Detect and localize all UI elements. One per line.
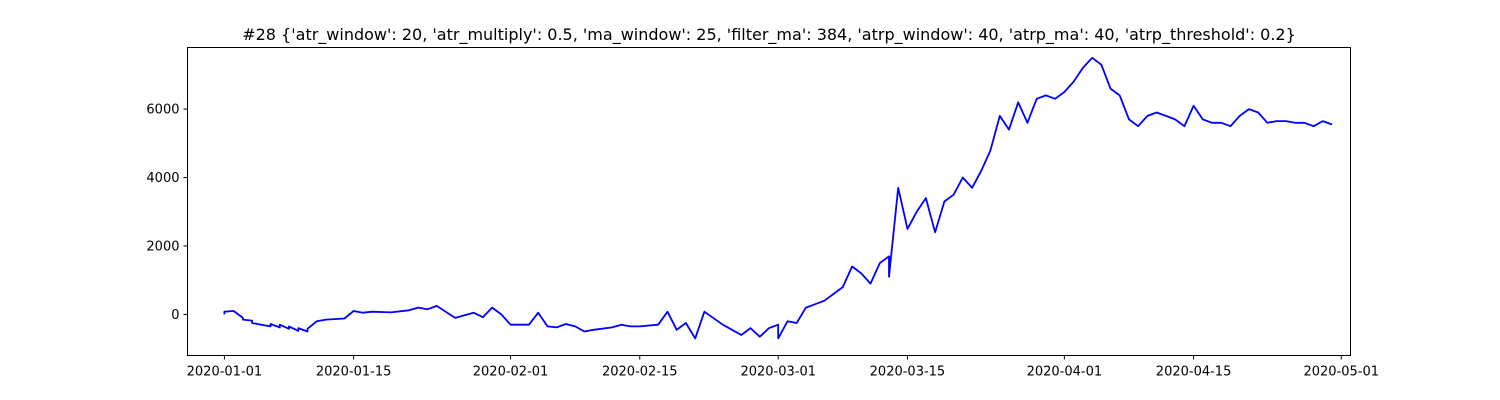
chart-title: #28 {'atr_window': 20, 'atr_multiply': 0… — [242, 25, 1296, 45]
x-tick-label: 2020-03-15 — [870, 365, 946, 380]
series-line — [223, 56, 1333, 340]
plot-frame — [187, 47, 1351, 356]
y-tick-label: 6000 — [146, 103, 179, 118]
x-tick-label: 2020-02-01 — [473, 365, 549, 380]
x-tick-label: 2020-03-01 — [740, 365, 816, 380]
x-tick-label: 2020-04-15 — [1156, 365, 1232, 380]
y-tick-label: 0 — [171, 308, 179, 323]
y-tick-label: 2000 — [146, 239, 179, 254]
y-tick-label: 4000 — [146, 171, 179, 186]
x-tick-label: 2020-02-15 — [602, 365, 678, 380]
y-axis: 0 2000 4000 6000 — [146, 103, 188, 323]
x-tick-label: 2020-01-15 — [316, 365, 392, 380]
x-tick-label: 2020-04-01 — [1027, 365, 1103, 380]
x-tick-label: 2020-01-01 — [187, 365, 263, 380]
x-tick-label: 2020-05-01 — [1303, 365, 1379, 380]
x-axis: 2020-01-01 2020-01-15 2020-02-01 2020-02-15… — [187, 355, 1379, 380]
